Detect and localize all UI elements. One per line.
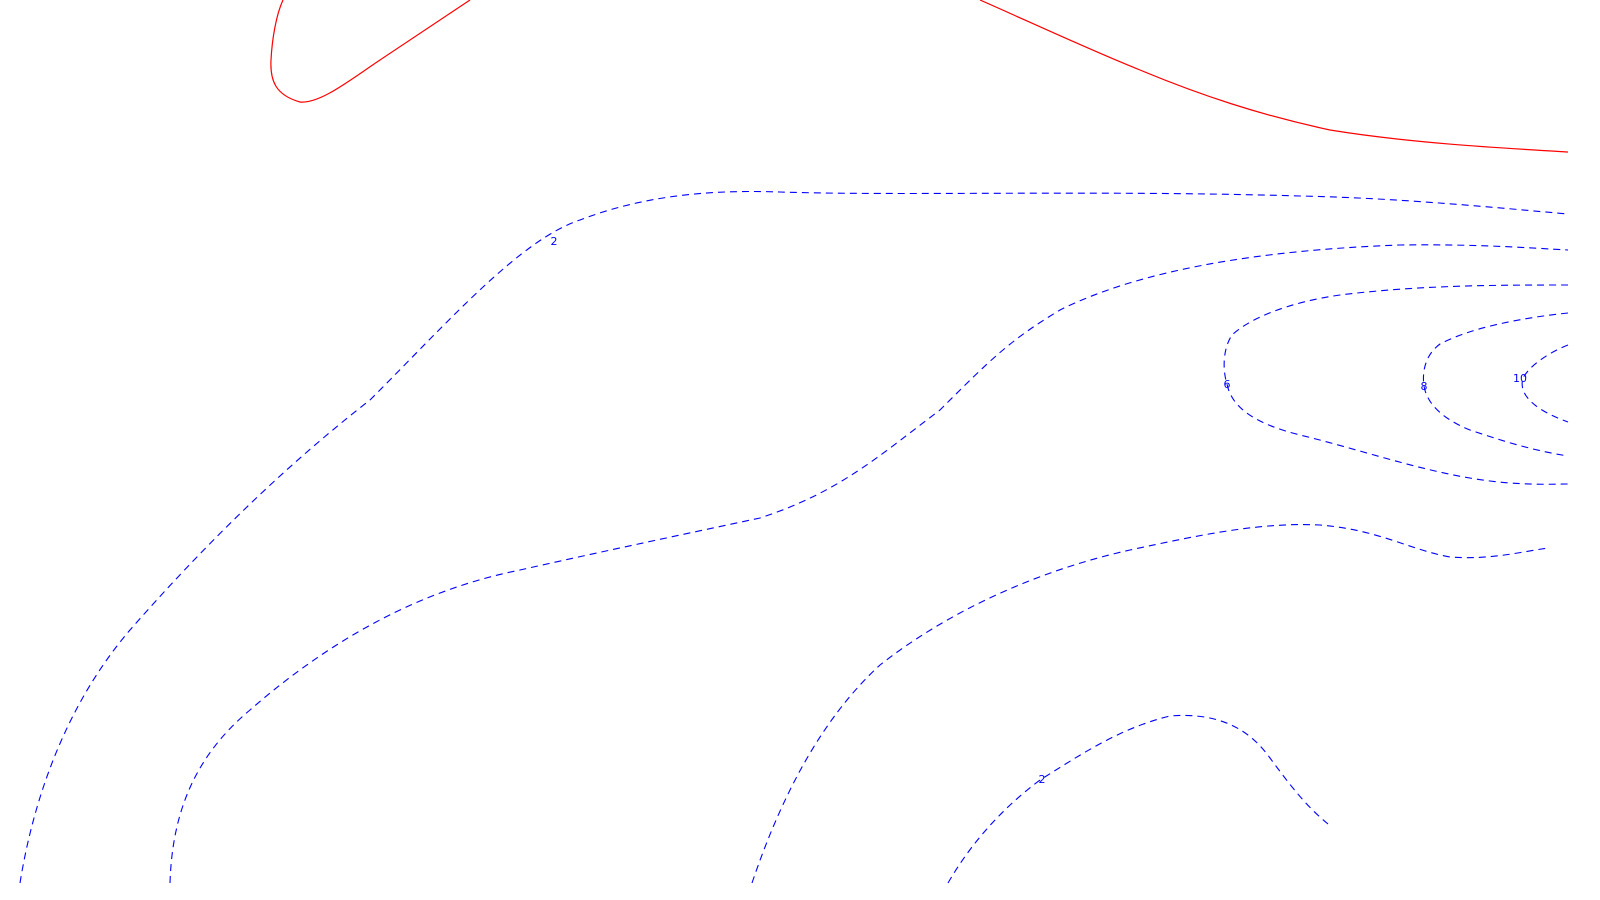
dashed-contour-six — [1223, 284, 1569, 485]
contour-label: 8 — [1421, 380, 1428, 393]
solid-contour-right — [979, 0, 1569, 153]
dashed-contour-bottom — [947, 714, 1329, 884]
dashed-contour-second — [169, 244, 1569, 884]
contour-label: 2 — [1039, 773, 1046, 786]
contour-label: 10 — [1513, 372, 1527, 385]
dashed-contour-eight — [1422, 312, 1569, 457]
dashed-contour-third — [751, 524, 1549, 884]
dashed-contour-outer — [19, 190, 1569, 884]
contour-label: 6 — [1224, 378, 1231, 391]
solid-contour-left — [270, 0, 471, 103]
dashed-contour-ten — [1521, 344, 1569, 423]
contour-label: 2 — [551, 235, 558, 248]
